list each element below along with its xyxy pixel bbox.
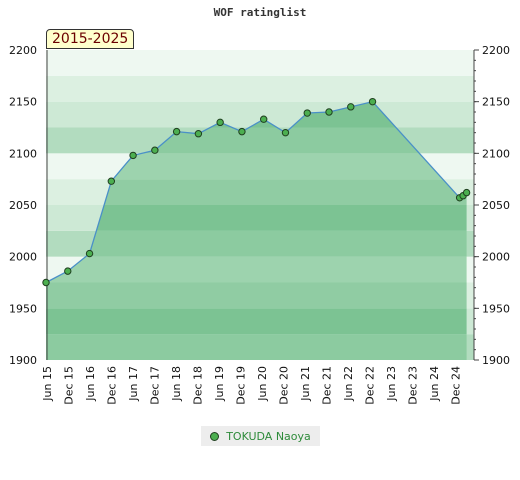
x-tick-label: Jun 23: [385, 366, 398, 402]
data-point: [238, 127, 246, 136]
area-band: [46, 282, 467, 309]
data-point: [347, 103, 355, 111]
area-band: [46, 308, 467, 335]
x-tick-label: Jun 15: [41, 366, 54, 402]
data-point: [129, 151, 137, 160]
y-tick-label-left: 2200: [9, 44, 37, 57]
y-tick-label-right: 2200: [482, 44, 510, 57]
x-tick-label: Jun 18: [170, 366, 183, 402]
x-tick-label: Dec 19: [235, 366, 248, 405]
data-points: [42, 97, 471, 287]
rating-area: [46, 101, 467, 360]
y-tick-label-left: 1950: [9, 302, 37, 315]
x-tick-label: Dec 20: [278, 366, 291, 405]
data-point: [303, 109, 311, 117]
x-tick-label: Dec 24: [450, 366, 463, 405]
y-tick-label-right: 2100: [482, 147, 510, 160]
x-tick-label: Jun 21: [299, 366, 312, 402]
y-tick-label-left: 1900: [9, 354, 37, 367]
data-point: [194, 130, 203, 138]
background-band: [46, 50, 474, 76]
data-point: [107, 177, 116, 185]
data-point: [172, 127, 181, 136]
data-point: [368, 97, 377, 106]
data-point: [325, 108, 333, 116]
x-tick-label: Jun 16: [84, 366, 97, 402]
y-tick-label-right: 1900: [482, 354, 510, 367]
area-band: [46, 205, 467, 231]
data-point: [85, 249, 94, 258]
data-point: [151, 146, 159, 154]
x-tick-label: Dec 23: [407, 366, 420, 405]
x-tick-label: Dec 17: [149, 366, 162, 405]
y-tick-label-left: 2150: [9, 96, 37, 109]
data-point: [281, 128, 290, 137]
data-point: [42, 278, 50, 287]
area-band: [46, 179, 467, 205]
legend-series-name: TOKUDA Naoya: [226, 429, 311, 443]
x-tick-label: Jun 22: [342, 366, 355, 402]
x-tick-label: Jun 19: [213, 366, 226, 402]
y-tick-label-left: 2000: [9, 251, 37, 264]
area-band: [46, 334, 467, 360]
y-tick-label-right: 2000: [482, 251, 510, 264]
x-tick-label: Dec 18: [192, 366, 205, 405]
area-band: [46, 230, 467, 257]
chart-title: WOF ratinglist: [213, 6, 307, 19]
data-point: [462, 188, 471, 197]
x-tick-label: Jun 20: [256, 366, 269, 402]
legend: TOKUDA Naoya: [201, 426, 320, 446]
data-point: [64, 267, 72, 275]
y-axis-left: 1900 1950 2000 2050 2100 2150 2200: [9, 44, 37, 367]
x-tick-label: Jun 17: [127, 366, 140, 402]
rating-area-layer: [45, 100, 468, 360]
y-axis-right: 1900 1950 2000 2050 2100 2150 2200: [474, 44, 510, 367]
legend-marker: [210, 431, 220, 441]
data-point: [216, 118, 224, 127]
x-tick-label: Dec 21: [321, 366, 334, 405]
x-tick-label: Dec 16: [106, 366, 119, 405]
y-tick-label-left: 2050: [9, 199, 37, 212]
background-band: [46, 75, 474, 102]
y-tick-label-right: 1950: [482, 302, 510, 315]
period-badge: 2015-2025: [46, 29, 135, 49]
x-tick-label: Dec 15: [63, 366, 76, 405]
y-tick-label-left: 2100: [9, 147, 37, 160]
x-tick-label: Dec 22: [364, 366, 377, 405]
area-band: [46, 256, 467, 283]
y-tick-label-right: 2150: [482, 96, 510, 109]
y-tick-label-right: 2050: [482, 199, 510, 212]
data-point: [260, 115, 268, 123]
x-axis: Jun 15 Dec 15 Jun 16 Dec 16 Jun 17 Dec 17 Jun …: [41, 366, 463, 405]
x-tick-label: Jun 24: [428, 366, 441, 402]
